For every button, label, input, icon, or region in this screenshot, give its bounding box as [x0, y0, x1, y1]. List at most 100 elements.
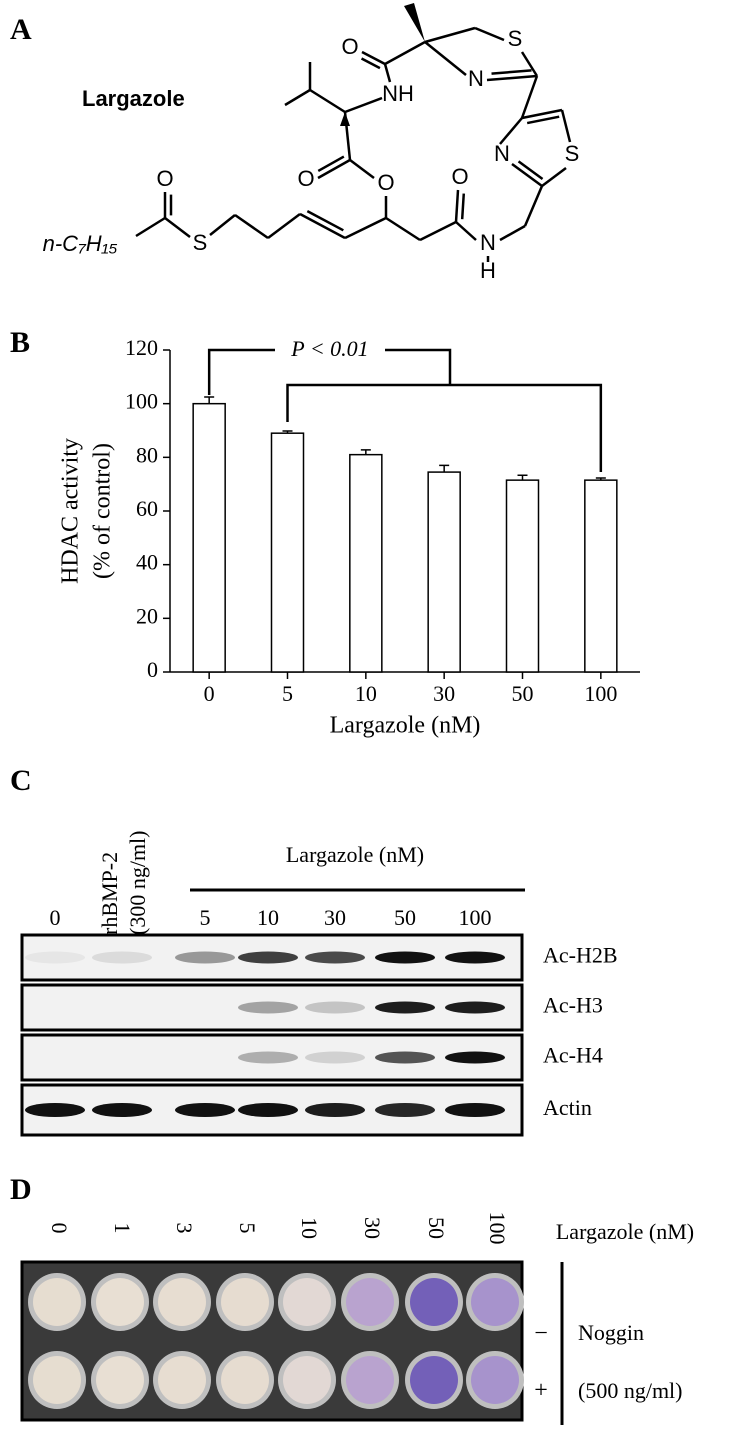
- lane-label: 100: [459, 905, 492, 930]
- bond: [419, 220, 457, 242]
- error-bar: [439, 464, 450, 473]
- atom-label: H: [480, 258, 496, 283]
- error-bar: [360, 449, 371, 455]
- blot-band: [305, 1051, 365, 1064]
- bond: [344, 216, 387, 240]
- x-tick-label: 10: [355, 681, 377, 706]
- row-label: Actin: [543, 1095, 592, 1120]
- atom-label: O: [297, 166, 314, 191]
- bond: [317, 155, 345, 173]
- blot-band: [238, 951, 298, 964]
- atom-label: O: [156, 166, 173, 191]
- blot-band: [238, 1051, 298, 1064]
- row-label: Ac-H4: [543, 1043, 603, 1068]
- atom-label: N: [468, 66, 484, 91]
- bond: [361, 50, 386, 66]
- blot-band: [305, 951, 365, 964]
- well: [158, 1278, 206, 1326]
- blot-band: [375, 1103, 435, 1117]
- y-tick-label: 60: [136, 496, 158, 521]
- well: [96, 1278, 144, 1326]
- bond: [523, 185, 544, 227]
- wedge-bond: [340, 112, 350, 126]
- error-bar: [204, 396, 215, 404]
- well: [96, 1356, 144, 1404]
- bar: [349, 453, 383, 673]
- row-label: −: [534, 1321, 548, 1347]
- y-tick-label: 0: [147, 657, 158, 682]
- bar: [192, 402, 226, 673]
- blot-panel: [20, 933, 524, 982]
- bond: [349, 159, 375, 179]
- annotation: P < 0.01: [290, 336, 368, 361]
- lane-label: (300 ng/ml): [125, 831, 150, 936]
- blot-band: [445, 1001, 505, 1014]
- bond: [460, 193, 466, 220]
- bond: [384, 40, 426, 66]
- y-axis-label: HDAC activity: [58, 438, 84, 584]
- atom-label: N: [480, 230, 496, 255]
- bond: [560, 109, 572, 143]
- well: [346, 1278, 394, 1326]
- lane-label: 50: [394, 905, 416, 930]
- x-tick-label: 100: [584, 681, 617, 706]
- lane-label: 3: [172, 1223, 197, 1234]
- blot-band: [375, 951, 435, 964]
- lane-label: 10: [297, 1217, 322, 1239]
- compound-name: Largazole: [82, 86, 185, 111]
- panel-label: A: [10, 13, 32, 46]
- y-tick-label: 20: [136, 603, 158, 628]
- y-tick-label: 120: [125, 335, 158, 360]
- blot-band: [92, 951, 152, 964]
- lane-label: 30: [360, 1217, 385, 1239]
- lane-label: 10: [257, 905, 279, 930]
- wedge-bond: [404, 3, 425, 42]
- atom-label: S: [508, 26, 523, 51]
- well: [471, 1278, 519, 1326]
- blot-band: [175, 951, 235, 964]
- bond: [521, 108, 563, 120]
- x-tick-label: 5: [282, 681, 293, 706]
- x-tick-label: 50: [512, 681, 534, 706]
- lane-label: 0: [47, 1223, 72, 1234]
- lane-label: 30: [324, 905, 346, 930]
- blot-band: [305, 1103, 365, 1117]
- row-label: Ac-H2B: [543, 943, 618, 968]
- atom-label: S: [193, 230, 208, 255]
- bond: [486, 74, 538, 82]
- bond: [474, 26, 505, 42]
- bond: [164, 217, 191, 238]
- bond: [209, 214, 236, 236]
- bar: [505, 479, 540, 673]
- y-tick-label: 100: [125, 389, 158, 414]
- lane-label: 100: [485, 1212, 510, 1245]
- bond: [306, 210, 344, 232]
- well: [346, 1356, 394, 1404]
- lane-label: 5: [235, 1223, 260, 1234]
- x-tick-label: 0: [204, 681, 215, 706]
- error-bar: [595, 477, 606, 481]
- bond: [317, 158, 351, 180]
- panel-label: C: [10, 764, 32, 797]
- lane-label: 0: [50, 905, 61, 930]
- bond: [454, 189, 460, 223]
- blot-band: [238, 1103, 298, 1117]
- well: [283, 1278, 331, 1326]
- bond: [344, 96, 383, 114]
- blot-band: [238, 1001, 298, 1014]
- well: [221, 1278, 269, 1326]
- bond: [385, 216, 421, 242]
- blot-band: [445, 1051, 505, 1064]
- bond: [499, 117, 523, 145]
- well: [283, 1356, 331, 1404]
- atom-label: O: [377, 170, 394, 195]
- bond: [511, 162, 543, 188]
- well: [221, 1356, 269, 1404]
- row-label: Ac-H3: [543, 993, 603, 1018]
- x-tick-label: 30: [433, 681, 455, 706]
- error-bar: [282, 430, 293, 434]
- bond: [383, 63, 392, 83]
- blot-band: [175, 1103, 235, 1117]
